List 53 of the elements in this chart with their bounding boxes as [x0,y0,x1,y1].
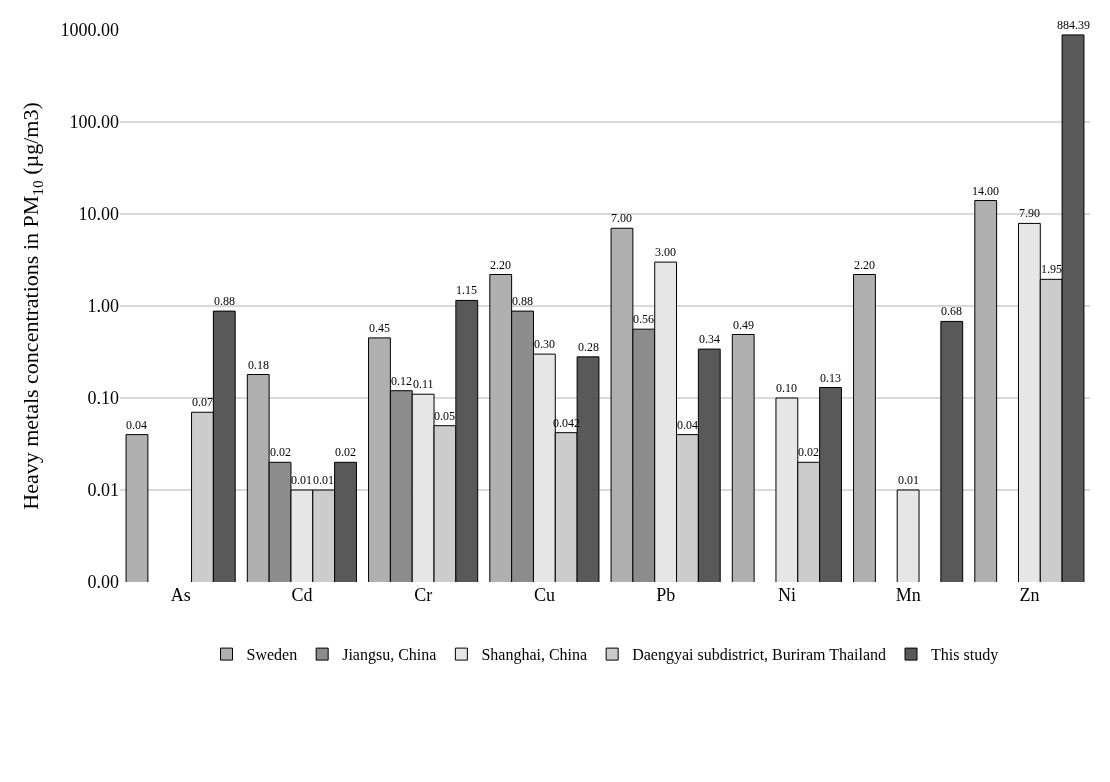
data-label: 0.12 [391,374,412,388]
data-label: 0.28 [578,340,599,354]
data-label: 0.01 [291,473,312,487]
data-label: 0.02 [270,445,291,459]
legend-label: Daengyai subdistrict, Buriram Thailand [632,646,887,665]
data-label: 0.07 [192,395,213,409]
data-label: 0.04 [126,418,147,432]
data-label: 0.11 [413,377,434,391]
y-tick-label: 0.00 [87,572,119,593]
y-tick-label: 0.10 [87,388,119,409]
data-label: 7.00 [611,211,632,225]
data-label: 0.68 [941,304,962,318]
y-tick-label: 100.00 [69,112,119,133]
data-label: 2.20 [490,258,511,272]
data-label: 0.18 [248,358,269,372]
data-label: 7.90 [1019,206,1040,220]
data-label: 1.95 [1041,262,1062,276]
data-label: 1.15 [456,283,477,297]
legend-label: Jiangsu, China [342,646,437,665]
data-label: 884.39 [1057,18,1090,32]
data-label: 0.10 [776,381,797,395]
data-label: 0.04 [677,418,698,432]
data-label: 0.05 [434,409,455,423]
data-label: 0.01 [898,473,919,487]
x-tick-label: Cr [414,585,433,605]
legend-label: Shanghai, China [481,646,588,665]
x-tick-label: As [170,585,191,605]
x-tick-label: Zn [1019,585,1040,605]
x-tick-label: Pb [656,585,676,605]
x-tick-label: Ni [777,585,796,605]
data-label: 0.88 [512,294,533,308]
y-tick-label: 1000.00 [60,20,119,41]
y-tick-label: 10.00 [78,204,119,225]
data-label: 2.20 [854,258,875,272]
x-tick-label: Cu [533,585,555,605]
x-tick-label: Cd [291,585,313,605]
y-tick-label: 0.01 [87,480,119,501]
data-label: 3.00 [655,245,676,259]
data-label: 0.88 [214,294,235,308]
data-label: 0.56 [633,312,654,326]
data-label: 0.49 [733,318,754,332]
data-label: 0.30 [534,337,555,351]
data-label: 0.02 [798,445,819,459]
data-label: 0.13 [820,371,841,385]
data-label: 0.34 [699,332,720,346]
data-label: 14.00 [972,184,999,198]
legend-label: This study [931,646,999,665]
legend-label: Sweden [246,646,298,664]
x-tick-label: Mn [895,585,921,605]
y-tick-label: 1.00 [87,296,119,317]
data-label: 0.45 [369,321,390,335]
data-label: 0.02 [335,445,356,459]
data-label: 0.01 [313,473,334,487]
